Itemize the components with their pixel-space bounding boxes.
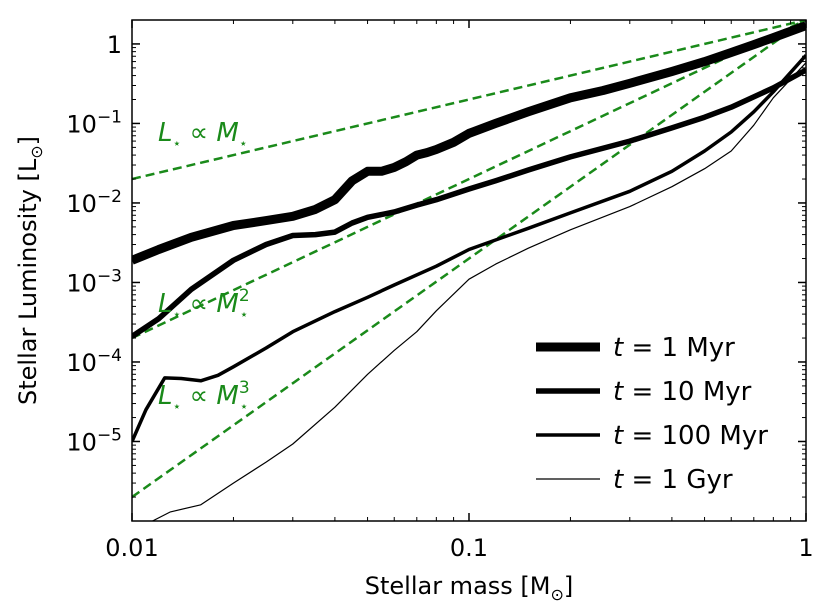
y-tick-label-exp: −2 [97,187,122,207]
annot-star2: ⋆ [240,399,249,415]
legend-var: t [613,421,624,451]
legend-label-2: t = 10 Myr [613,377,752,407]
y-tick-label: 10−5 [66,425,122,456]
y-tick-label-base: 10 [66,349,97,377]
annot-star2: ⋆ [239,136,248,152]
y-tick-label: 10−1 [66,107,122,138]
y-tick-label-base: 10 [66,269,97,297]
y-tick-label-base: 10 [66,428,97,456]
data-series [132,21,806,521]
annot-prop: ∝ [181,381,216,411]
legend-var: t [613,377,624,407]
legend-var: t [613,333,624,363]
y-tick-label-exp: −5 [97,425,122,445]
legend-rest: = 1 Gyr [623,465,733,495]
legend-rest: = 100 Myr [623,421,768,451]
legend-var: t [613,465,624,495]
y-tick-label: 1 [107,31,122,59]
annotations: L⋆ ∝ M⋆L⋆ ∝ M2 ⋆L⋆ ∝ M3 ⋆ [158,118,250,415]
y-tick-label-exp: −1 [97,107,122,127]
annot-M: M [216,118,238,148]
x-axis-label-end: ] [564,572,573,600]
annot-star: ⋆ [173,399,182,415]
y-tick-label-base: 10 [66,190,97,218]
reference-line-1 [132,20,806,181]
y-axis-label: Stellar Luminosity [L⊙] [14,136,46,405]
reference-annotation-1: L⋆ ∝ M⋆ [158,118,248,152]
reference-lines [132,20,806,499]
annot-prop: ∝ [181,118,216,148]
x-axis-label-sub: ⊙ [550,585,563,604]
x-tick-label: 0.01 [105,534,158,562]
annot-star: ⋆ [173,136,182,152]
x-axis-label: Stellar mass [M⊙] [365,572,574,604]
annot-star2: ⋆ [240,307,249,323]
annot-exp: 3 [239,378,250,398]
reference-annotation-3: L⋆ ∝ M3 ⋆ [158,378,250,415]
annot-L: L [158,381,173,411]
annot-exp: 2 [239,286,250,306]
y-axis-label-main: Stellar Luminosity [L [14,158,42,405]
x-tick-label: 0.1 [450,534,488,562]
annot-star: ⋆ [173,307,182,323]
reference-line-3 [132,20,806,499]
legend-label-3: t = 100 Myr [613,421,768,451]
series-line-4 [152,62,806,521]
reference-line-2 [132,20,806,340]
y-tick-label-text: 1 [107,31,122,59]
annot-prop: ∝ [181,289,216,319]
annot-L: L [158,118,173,148]
axis-ticks: 0.01 0.1 110−510−410−310−210−11 [66,19,814,562]
y-tick-label-base: 10 [66,110,97,138]
annot-L: L [158,289,173,319]
annot-M: M [216,381,238,411]
series-line-3 [132,54,806,443]
y-tick-label: 10−2 [66,187,122,218]
y-tick-label-exp: −4 [97,346,122,366]
y-tick-label: 10−4 [66,346,122,377]
x-tick-label: 1 [798,534,813,562]
legend-label-1: t = 1 Myr [613,333,735,363]
y-axis-label-sub: ⊙ [27,145,46,158]
legend-rest: = 1 Myr [623,333,735,363]
legend-label-4: t = 1 Gyr [613,465,733,495]
y-tick-label: 10−3 [66,266,122,297]
annot-M: M [216,289,238,319]
series-line-2 [132,67,806,339]
reference-annotation-2: L⋆ ∝ M2 ⋆ [158,286,250,323]
legend-rest: = 10 Myr [623,377,751,407]
y-tick-label-exp: −3 [97,266,122,286]
y-axis-label-end: ] [14,136,42,145]
x-axis-label-main: Stellar mass [M [365,572,551,600]
series-line-1 [132,21,806,265]
